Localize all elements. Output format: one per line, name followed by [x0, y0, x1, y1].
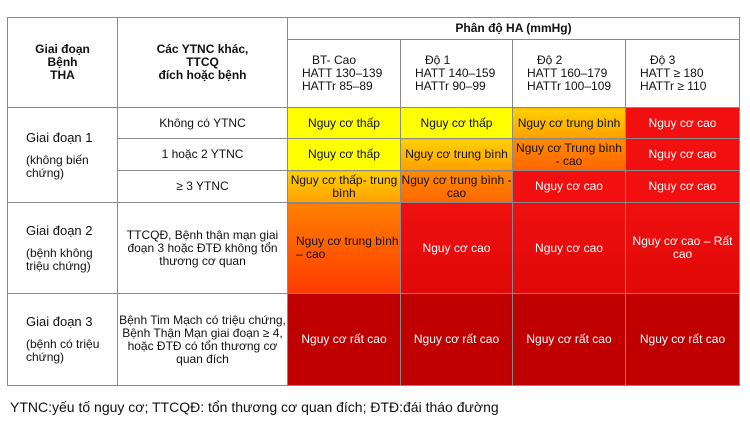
risk-cell: Nguy cơ trung bình -cao: [400, 170, 513, 203]
risk-cell: Nguy cơ Trung bình - cao: [512, 138, 626, 171]
factor-organ-damage: TTCQĐ, Bệnh thận mạn giai đoạn 3 hoặc ĐT…: [117, 202, 288, 294]
risk-cell: Nguy cơ cao: [625, 107, 740, 139]
hypertension-risk-table: Giai đoạn Bệnh THA Các YTNC khác, TTCQ đ…: [7, 17, 740, 386]
risk-cell: Nguy cơ cao: [625, 138, 740, 171]
stage-2-cell: Giai đoạn 2 (bệnh không triệu chứng): [7, 202, 118, 294]
risk-cell: Nguy cơ cao: [512, 202, 626, 294]
risk-cell: Nguy cơ rất cao: [512, 293, 626, 386]
stage-2-note: (bệnh không triệu chứng): [26, 245, 93, 273]
risk-cell: Nguy cơ cao: [625, 170, 740, 203]
stage-column-header: Giai đoạn Bệnh THA: [7, 17, 118, 108]
risk-cell: Nguy cơ cao: [400, 202, 513, 294]
risk-cell: Nguy cơ cao – Rất cao: [625, 202, 740, 294]
degree-header-normal-high: BT- Cao HATT 130–139 HATTr 85–89: [287, 39, 401, 108]
factor-1-2-risk: 1 hoặc 2 YTNC: [117, 138, 288, 171]
risk-cell: Nguy cơ trung bình: [400, 138, 513, 171]
factor-cardiovascular-disease: Bệnh Tim Mạch có triệu chứng, Bệnh Thận …: [117, 293, 288, 386]
risk-cell: Nguy cơ trung bình: [512, 107, 626, 139]
degree-header-grade-3: Độ 3 HATT ≥ 180 HATTr ≥ 110: [625, 39, 740, 108]
degree-header-grade-2: Độ 2 HATT 160–179 HATTr 100–109: [512, 39, 626, 108]
risk-cell: Nguy cơ thấp: [287, 138, 401, 171]
factor-column-header: Các YTNC khác, TTCQ đích hoặc bệnh: [117, 17, 288, 108]
risk-cell: Nguy cơ trung bình – cao: [287, 202, 401, 294]
stage-1-label: Giai đoạn 1: [26, 129, 93, 145]
stage-3-cell: Giai đoạn 3 (bệnh có triệu chứng): [7, 293, 118, 386]
risk-cell: Nguy cơ rất cao: [400, 293, 513, 386]
risk-cell: Nguy cơ thấp: [400, 107, 513, 139]
bp-grade-title: Phân độ HA (mmHg): [287, 17, 740, 40]
stage-3-label: Giai đoạn 3: [26, 314, 93, 329]
risk-cell: Nguy cơ thấp: [287, 107, 401, 139]
stage-3-note: (bệnh có triệu chứng): [26, 337, 100, 364]
risk-cell: Nguy cơ rất cao: [625, 293, 740, 386]
stage-2-label: Giai đoạn 2: [26, 222, 93, 238]
degree-header-grade-1: Độ 1 HATT 140–159 HATTr 90–99: [400, 39, 513, 108]
risk-cell: Nguy cơ cao: [512, 170, 626, 203]
risk-cell: Nguy cơ thấp- trung bình: [287, 170, 401, 203]
abbreviation-footnote: YTNC:yếu tố nguy cơ; TTCQĐ: tổn thương c…: [10, 399, 499, 415]
risk-cell: Nguy cơ rất cao: [287, 293, 401, 386]
factor-no-risk: Không có YTNC: [117, 107, 288, 139]
factor-3-plus-risk: ≥ 3 YTNC: [117, 170, 288, 203]
stage-1-note: (không biến chứng): [26, 152, 89, 180]
stage-1-cell: Giai đoạn 1 (không biến chứng): [7, 107, 118, 203]
